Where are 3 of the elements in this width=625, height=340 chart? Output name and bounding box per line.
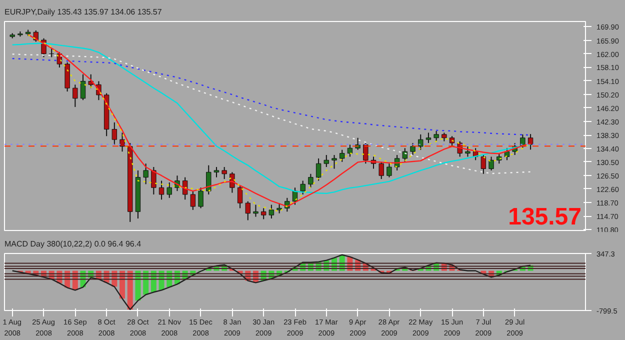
annotation: 135.57 <box>508 204 582 230</box>
chart-title: MACD Day 380(10,22,2) 0.0 96.4 96.4 <box>4 240 142 248</box>
chart-title: EURJPY,Daily 135.43 135.97 134.06 135.57 <box>4 8 162 16</box>
